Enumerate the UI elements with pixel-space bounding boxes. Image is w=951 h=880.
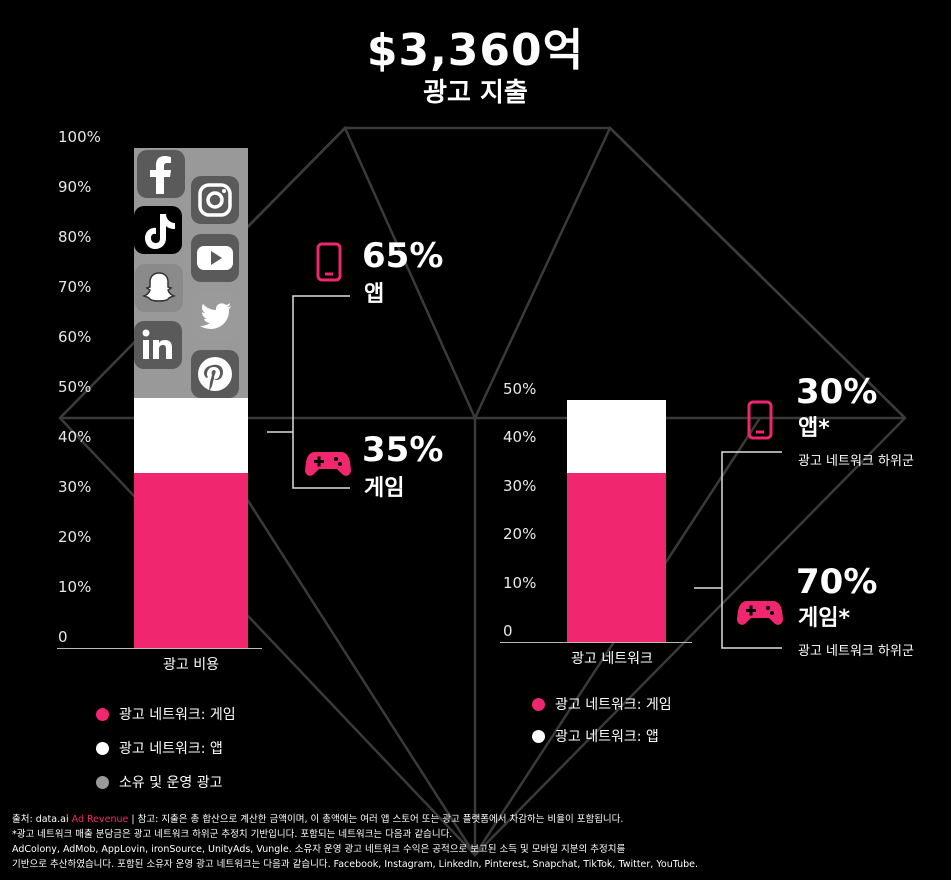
chart2-game-label: 게임* (798, 606, 850, 631)
legend-label: 광고 네트워크: 앱 (555, 729, 659, 745)
legend-swatch-game (532, 697, 545, 711)
y-tick-label: 10% (58, 578, 92, 596)
y-tick-label: 20% (503, 525, 537, 544)
y-tick-label: 50% (503, 380, 537, 398)
y-tick-label: 40% (58, 428, 92, 446)
chart2-app-pct: 30% (796, 372, 878, 412)
chart1-app-label: 앱 (364, 282, 385, 307)
footnote-line-4: 기반으로 추산하였습니다. 포함된 소유자 운영 광고 네트워크는 다음과 같습… (12, 859, 699, 870)
chart1-x-label: 광고 비용 (163, 657, 219, 673)
y-tick-label: 70% (58, 278, 92, 296)
bar-segment-app (567, 400, 666, 473)
legend-chart1: 광고 네트워크: 게임 광고 네트워크: 앱 소유 및 운영 광고 (96, 697, 236, 799)
legend-item: 광고 네트워크: 앱 (96, 731, 236, 765)
chart2-app-sub: 광고 네트워크 하위군 (798, 454, 914, 469)
phone-icon (747, 400, 773, 440)
y-tick-label: 60% (58, 328, 92, 346)
bar-segment-game (567, 472, 666, 642)
chart1-game-pct: 35% (362, 430, 444, 470)
tiktok-icon (134, 206, 182, 254)
legend-swatch-app (96, 741, 109, 755)
chart2-game-sub: 광고 네트워크 하위군 (798, 644, 914, 659)
legend-chart2: 광고 네트워크: 게임 광고 네트워크: 앱 (532, 688, 672, 752)
legend-item: 광고 네트워크: 앱 (532, 720, 672, 752)
youtube-icon (191, 234, 239, 282)
y-tick-label: 30% (58, 478, 92, 496)
legend-label: 광고 네트워크: 게임 (119, 707, 236, 723)
footnote-line-1: 출처: data.ai Ad Revenue | 참고: 지출은 총 합산으로 … (12, 812, 932, 827)
instagram-icon (191, 176, 239, 224)
y-tick-label: 10% (503, 573, 537, 592)
legend-swatch-app (532, 729, 545, 743)
gamepad-icon (305, 452, 351, 476)
chart1-app-pct: 65% (362, 236, 444, 276)
source-link[interactable]: Ad Revenue (68, 814, 129, 825)
y-tick-label: 100% (58, 128, 101, 146)
footnote-line-3: AdColony, AdMob, AppLovin, ironSource, U… (12, 844, 626, 855)
y-tick-label: 30% (503, 476, 537, 495)
twitter-icon (191, 292, 239, 340)
y-tick-label: 0 (503, 622, 513, 640)
legend-item: 광고 네트워크: 게임 (96, 697, 236, 731)
footnote: 출처: data.ai Ad Revenue | 참고: 지출은 총 합산으로 … (12, 812, 932, 872)
legend-label: 소유 및 운영 광고 (119, 775, 223, 791)
legend-label: 광고 네트워크: 게임 (555, 697, 672, 713)
footnote-note: | 참고: 지출은 총 합산으로 계산한 금액이며, 이 총액에는 여러 앱 스… (128, 814, 624, 825)
chart2-game-pct: 70% (796, 562, 878, 602)
phone-icon (316, 242, 342, 282)
y-tick-label: 80% (58, 228, 92, 246)
chart1-baseline (57, 648, 262, 649)
y-tick-label: 40% (503, 428, 537, 447)
y-tick-label: 20% (58, 528, 92, 546)
footnote-line-2: *광고 네트워크 매출 분담금은 광고 네트워크 하위군 추정치 기반입니다. … (12, 829, 453, 840)
legend-label: 광고 네트워크: 앱 (119, 741, 223, 757)
chart2-baseline (500, 642, 692, 643)
bar-segment-app (134, 398, 248, 473)
legend-item: 광고 네트워크: 게임 (532, 688, 672, 720)
chart1-game-label: 게임 (364, 476, 405, 501)
bar-segment-game (134, 473, 248, 648)
gamepad-icon (737, 601, 783, 625)
source-label: 출처: data.ai (12, 814, 69, 825)
legend-swatch-game (96, 707, 109, 721)
snapchat-icon (135, 264, 183, 312)
legend-item: 소유 및 운영 광고 (96, 765, 236, 799)
chart2-connector (694, 451, 782, 649)
legend-swatch-owned (96, 775, 109, 789)
pinterest-icon (191, 350, 239, 398)
chart2-app-label: 앱* (798, 416, 830, 441)
y-tick-label: 0 (58, 628, 68, 646)
linkedin-icon (134, 321, 182, 369)
total-spend-subtitle: 광고 지출 (423, 78, 528, 108)
facebook-icon (137, 150, 185, 198)
chart2-x-label: 광고 네트워크 (571, 651, 653, 667)
y-tick-label: 50% (58, 378, 92, 396)
total-spend: $3,360억 (366, 25, 585, 76)
chart1-connector (267, 295, 350, 489)
y-tick-label: 90% (58, 178, 92, 196)
